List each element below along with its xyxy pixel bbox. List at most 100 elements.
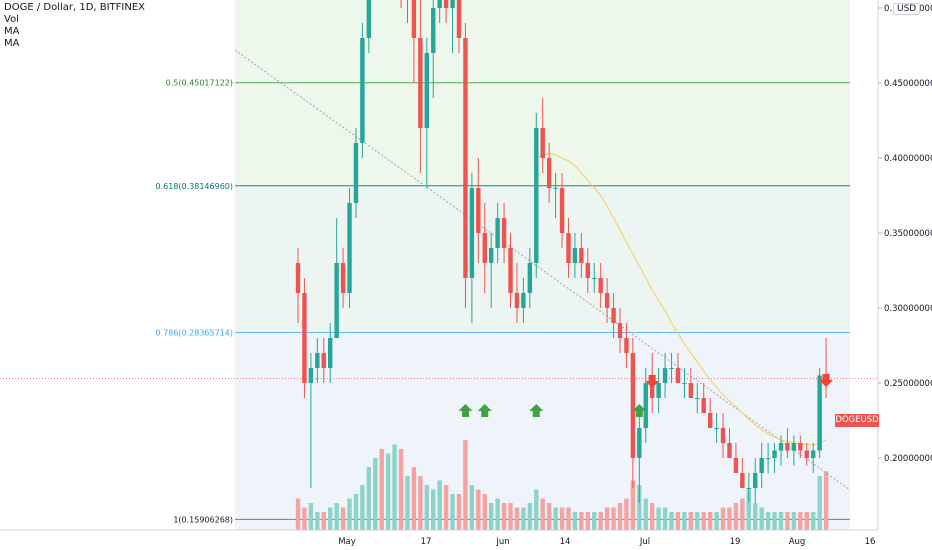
- candle: [553, 188, 558, 189]
- candle: [566, 233, 571, 263]
- candle: [798, 443, 803, 451]
- volume-bar: [385, 453, 391, 530]
- candle: [418, 38, 423, 128]
- volume-bar: [495, 498, 500, 530]
- buy-signal-arrow: [458, 404, 473, 417]
- volume-bar: [701, 512, 706, 530]
- ma-indicator-label-2[interactable]: MA: [4, 38, 20, 49]
- volume-bar: [366, 467, 372, 530]
- volume-bar: [637, 485, 642, 530]
- volume-bar: [308, 503, 314, 530]
- candle: [772, 450, 777, 458]
- candle: [347, 203, 352, 293]
- fib-band: [235, 332, 850, 520]
- volume-bar: [489, 503, 494, 530]
- candle: [765, 458, 771, 459]
- time-tick-label: May: [338, 537, 356, 547]
- price-tick-label: 0.25000000: [884, 379, 932, 389]
- volume-bar: [823, 471, 829, 530]
- candle: [733, 458, 739, 473]
- time-tick-label: 14: [560, 537, 571, 547]
- candle: [598, 278, 603, 293]
- candle: [746, 488, 751, 489]
- buy-signal-arrow: [477, 404, 492, 417]
- volume-bar: [753, 503, 758, 530]
- candle: [695, 398, 700, 399]
- candle: [366, 0, 372, 38]
- volume-bar: [650, 503, 655, 530]
- candle: [740, 473, 745, 488]
- volume-bar: [469, 485, 475, 530]
- volume-bar: [611, 507, 616, 530]
- volume-bar: [798, 512, 803, 530]
- buy-signal-arrow: [529, 404, 544, 417]
- volume-bar: [328, 507, 333, 530]
- volume-bar: [746, 489, 751, 530]
- volume-bar: [437, 480, 442, 530]
- volume-bar: [727, 507, 732, 530]
- last-price-tag: DOGEUSD: [835, 414, 879, 427]
- candle: [353, 143, 359, 203]
- volume-bar: [662, 507, 668, 530]
- fib-label: 0.5(0.45017122): [166, 79, 233, 88]
- candle: [778, 443, 784, 451]
- candle: [585, 263, 590, 278]
- candle: [534, 128, 539, 263]
- candle: [431, 8, 436, 53]
- candle: [437, 0, 442, 8]
- volume-bar: [431, 489, 436, 530]
- currency-selector[interactable]: USD: [893, 3, 921, 15]
- volume-bar: [785, 512, 790, 530]
- candle: [688, 383, 694, 398]
- volume-bar: [424, 485, 429, 530]
- candle: [501, 218, 507, 248]
- volume-bar: [720, 507, 726, 530]
- candle: [321, 353, 326, 368]
- chart-legend: DOGE / Dollar, 1D, BITFINEX Vol MA MA: [4, 2, 145, 50]
- volume-bar: [675, 512, 681, 530]
- time-tick-label: 17: [421, 537, 432, 547]
- candle: [617, 323, 623, 338]
- volume-bar: [360, 485, 365, 530]
- volume-bar: [546, 503, 552, 530]
- candle: [753, 473, 758, 488]
- volume-bar: [334, 503, 339, 530]
- volume-bar: [534, 489, 539, 530]
- volume-bar: [514, 507, 520, 530]
- volume-bar: [508, 503, 513, 530]
- candle: [559, 188, 565, 233]
- buy-signal-arrow: [632, 404, 647, 417]
- symbol-title[interactable]: DOGE / Dollar, 1D, BITFINEX: [4, 2, 146, 13]
- volume-bar: [759, 507, 764, 530]
- volume-bar: [688, 512, 694, 530]
- volume-bar: [598, 512, 603, 530]
- volume-bar: [340, 507, 346, 530]
- candle: [308, 368, 314, 383]
- volume-bar: [656, 507, 661, 530]
- candle: [656, 383, 661, 398]
- volume-bar: [411, 467, 417, 530]
- volume-indicator-label[interactable]: Vol: [4, 14, 19, 25]
- candle: [817, 375, 822, 451]
- candle: [546, 158, 552, 188]
- time-tick-label: Jul: [639, 537, 650, 547]
- candle: [604, 293, 610, 308]
- candle: [527, 263, 533, 293]
- volume-bar: [643, 498, 648, 530]
- volume-bar: [804, 512, 809, 530]
- volume-bar: [553, 507, 558, 530]
- volume-bar: [695, 512, 700, 530]
- volume-bar: [353, 494, 359, 530]
- volume-bar: [791, 512, 797, 530]
- volume-bar: [772, 512, 777, 530]
- candle: [624, 338, 629, 353]
- price-tick-label: 0.35000000: [884, 229, 932, 239]
- price-tick-label: 0.45000000: [884, 79, 932, 89]
- volume-bar: [566, 507, 571, 530]
- candle: [637, 428, 642, 458]
- time-tick-label: Aug: [789, 537, 806, 547]
- fib-label: 0.786(0.28365714): [156, 329, 234, 338]
- volume-bar: [398, 449, 404, 530]
- ma-indicator-label-1[interactable]: MA: [4, 26, 20, 37]
